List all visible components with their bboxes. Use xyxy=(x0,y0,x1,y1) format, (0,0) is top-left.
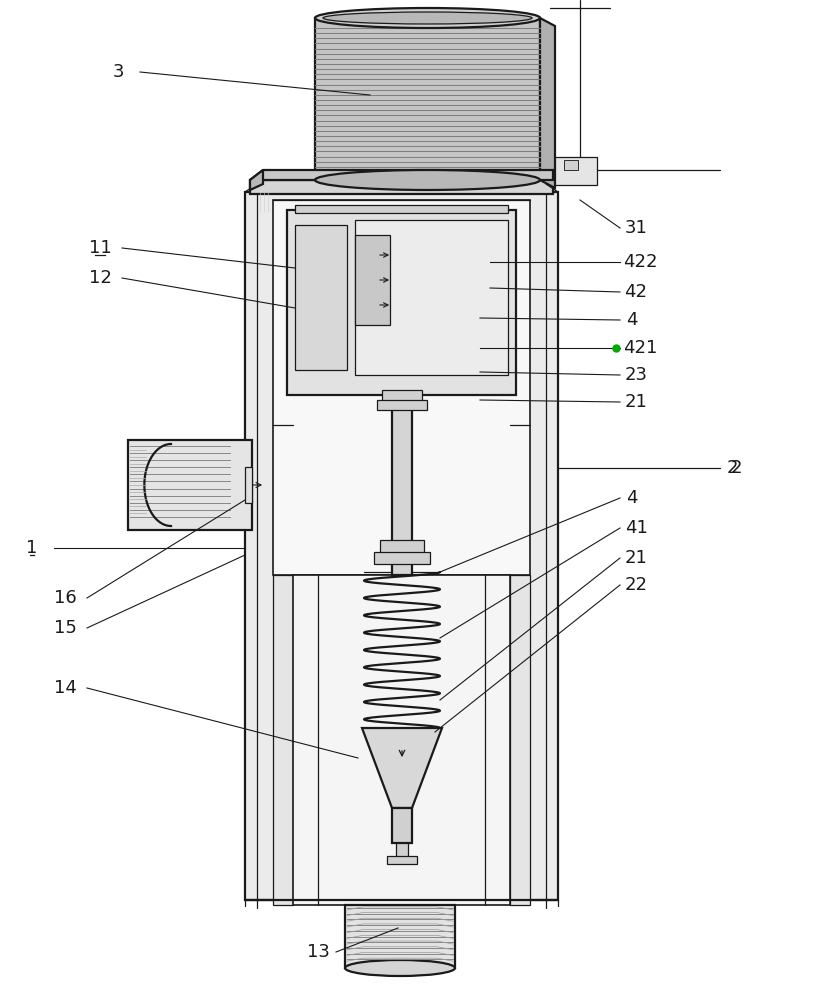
Bar xyxy=(510,575,530,905)
Bar xyxy=(287,210,516,395)
Bar xyxy=(250,180,553,194)
Bar xyxy=(380,540,424,554)
Text: 23: 23 xyxy=(624,366,648,384)
Polygon shape xyxy=(250,170,263,190)
Bar xyxy=(382,390,422,402)
Text: 13: 13 xyxy=(307,943,330,961)
Bar xyxy=(387,856,417,864)
Ellipse shape xyxy=(315,8,540,28)
Text: 2: 2 xyxy=(726,459,738,477)
Bar xyxy=(355,235,390,325)
Polygon shape xyxy=(250,170,553,180)
Bar xyxy=(295,205,508,213)
Bar xyxy=(245,467,252,503)
Text: 1: 1 xyxy=(26,539,38,557)
Text: 4: 4 xyxy=(626,311,638,329)
Text: 15: 15 xyxy=(54,619,77,637)
Text: 31: 31 xyxy=(624,219,647,237)
Text: 421: 421 xyxy=(623,339,657,357)
Bar xyxy=(355,220,508,375)
Bar xyxy=(377,400,427,410)
Polygon shape xyxy=(540,18,555,188)
Bar xyxy=(315,18,540,180)
Text: 21: 21 xyxy=(624,549,647,567)
Ellipse shape xyxy=(345,960,455,976)
Bar xyxy=(245,192,558,900)
Bar xyxy=(293,575,510,905)
Text: 16: 16 xyxy=(54,589,77,607)
Ellipse shape xyxy=(315,170,540,190)
Bar xyxy=(396,843,408,858)
Text: 422: 422 xyxy=(623,253,657,271)
Text: 41: 41 xyxy=(624,519,647,537)
Text: 12: 12 xyxy=(89,269,112,287)
Bar xyxy=(345,905,455,968)
Text: 14: 14 xyxy=(54,679,77,697)
Polygon shape xyxy=(362,728,442,808)
Bar xyxy=(555,157,597,185)
Bar xyxy=(564,160,578,170)
Text: 11: 11 xyxy=(89,239,111,257)
Bar xyxy=(392,808,412,843)
Text: 42: 42 xyxy=(624,283,648,301)
Bar xyxy=(392,395,412,575)
Text: 2: 2 xyxy=(730,459,742,477)
Ellipse shape xyxy=(323,12,532,24)
Text: 22: 22 xyxy=(624,576,648,594)
Text: 4: 4 xyxy=(626,489,638,507)
Bar xyxy=(273,200,530,575)
Bar xyxy=(273,575,293,905)
Bar xyxy=(374,552,430,564)
Bar xyxy=(128,440,252,530)
Text: 21: 21 xyxy=(624,393,647,411)
Bar xyxy=(295,225,347,370)
Text: 3: 3 xyxy=(113,63,124,81)
